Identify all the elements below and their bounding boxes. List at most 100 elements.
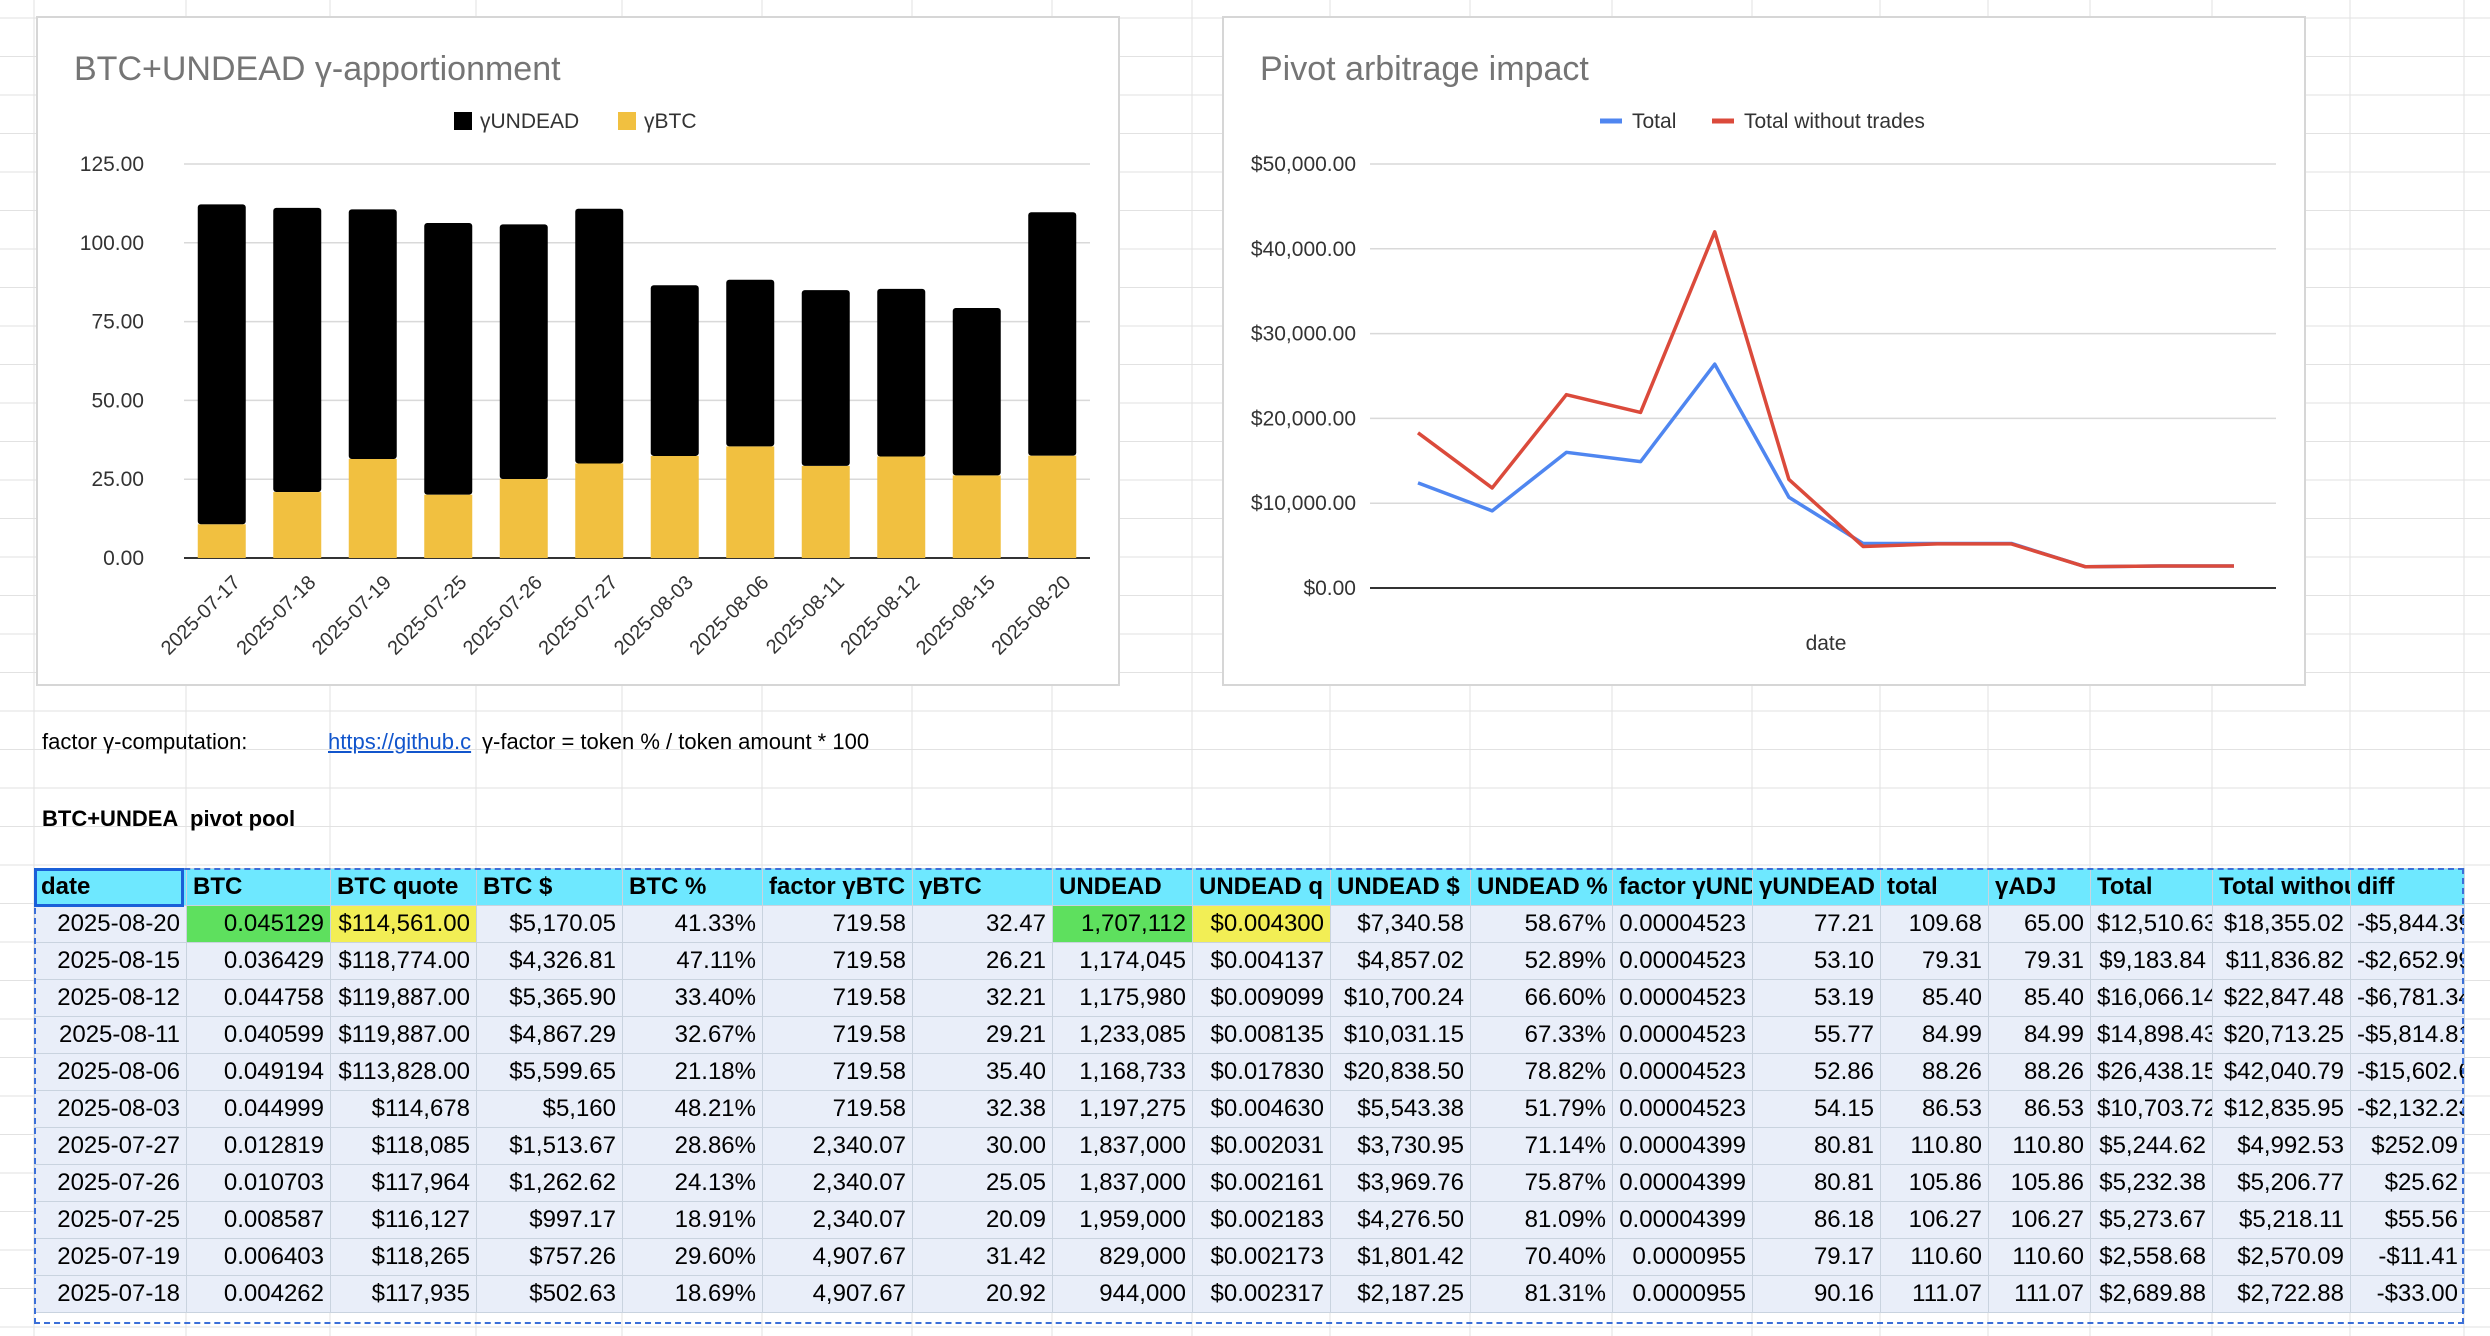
table-cell[interactable]: 90.16 — [1752, 1275, 1881, 1313]
table-cell[interactable]: 79.31 — [1880, 942, 1989, 980]
bar-undead[interactable] — [877, 288, 926, 457]
table-cell[interactable]: $26,438.15 — [2090, 1053, 2213, 1091]
table-cell[interactable]: 109.68 — [1880, 905, 1989, 943]
table-cell[interactable]: 79.17 — [1752, 1238, 1881, 1276]
column-header[interactable]: factor γUND — [1612, 868, 1753, 906]
table-cell[interactable]: 0.010703 — [186, 1164, 331, 1202]
table-cell[interactable]: -$5,844.39 — [2350, 905, 2465, 943]
table-cell[interactable]: 719.58 — [762, 942, 913, 980]
table-cell[interactable]: 1,197,275 — [1052, 1090, 1193, 1128]
table-cell[interactable]: 0.00004523 — [1612, 1053, 1753, 1091]
column-header[interactable]: γBTC — [912, 868, 1053, 906]
bar-btc[interactable] — [273, 492, 322, 558]
table-cell[interactable]: $117,935 — [330, 1275, 477, 1313]
table-cell[interactable]: $42,040.79 — [2212, 1053, 2351, 1091]
table-cell[interactable]: $4,326.81 — [476, 942, 623, 980]
bar-btc[interactable] — [650, 455, 699, 558]
table-cell[interactable]: 0.00004523 — [1612, 1090, 1753, 1128]
table-cell[interactable]: 33.40% — [622, 979, 763, 1017]
table-cell[interactable]: 1,168,733 — [1052, 1053, 1193, 1091]
table-cell[interactable]: 2025-07-25 — [34, 1201, 187, 1239]
table-cell[interactable]: -$11.41 — [2350, 1238, 2465, 1276]
table-cell[interactable]: $5,244.62 — [2090, 1127, 2213, 1165]
bar-btc[interactable] — [424, 494, 473, 558]
table-cell[interactable]: 0.00004523 — [1612, 1016, 1753, 1054]
bar-btc[interactable] — [726, 446, 775, 558]
table-cell[interactable]: 85.40 — [1988, 979, 2091, 1017]
table-cell[interactable]: 106.27 — [1880, 1201, 1989, 1239]
table-cell[interactable]: 29.60% — [622, 1238, 763, 1276]
table-cell[interactable]: 0.044758 — [186, 979, 331, 1017]
table-cell[interactable]: $4,276.50 — [1330, 1201, 1471, 1239]
table-cell[interactable]: 58.67% — [1470, 905, 1613, 943]
table-cell[interactable]: 2025-07-18 — [34, 1275, 187, 1313]
table-cell[interactable]: 54.15 — [1752, 1090, 1881, 1128]
table-cell[interactable]: 110.80 — [1988, 1127, 2091, 1165]
table-cell[interactable]: 111.07 — [1880, 1275, 1989, 1313]
table-cell[interactable]: $5,170.05 — [476, 905, 623, 943]
table-cell[interactable]: 106.27 — [1988, 1201, 2091, 1239]
table-cell[interactable]: $1,513.67 — [476, 1127, 623, 1165]
table-cell[interactable]: $0.002183 — [1192, 1201, 1331, 1239]
bar-btc[interactable] — [801, 465, 850, 558]
column-header[interactable]: BTC — [186, 868, 331, 906]
table-cell[interactable]: $0.002161 — [1192, 1164, 1331, 1202]
table-cell[interactable]: 2025-08-06 — [34, 1053, 187, 1091]
table-cell[interactable]: 21.18% — [622, 1053, 763, 1091]
table-cell[interactable]: 85.40 — [1880, 979, 1989, 1017]
table-cell[interactable]: 28.86% — [622, 1127, 763, 1165]
table-cell[interactable]: 32.38 — [912, 1090, 1053, 1128]
table-cell[interactable]: 86.53 — [1880, 1090, 1989, 1128]
table-cell[interactable]: 110.60 — [1880, 1238, 1989, 1276]
table-cell[interactable]: 2025-08-12 — [34, 979, 187, 1017]
table-cell[interactable]: $10,031.15 — [1330, 1016, 1471, 1054]
table-cell[interactable]: 1,174,045 — [1052, 942, 1193, 980]
table-cell[interactable]: 0.0000955 — [1612, 1238, 1753, 1276]
table-cell[interactable]: 0.004262 — [186, 1275, 331, 1313]
table-cell[interactable]: $113,828.00 — [330, 1053, 477, 1091]
column-header[interactable]: UNDEAD — [1052, 868, 1193, 906]
table-cell[interactable]: -$15,602.6 — [2350, 1053, 2465, 1091]
column-header[interactable]: UNDEAD % — [1470, 868, 1613, 906]
table-cell[interactable]: -$2,652.99 — [2350, 942, 2465, 980]
table-cell[interactable]: $118,085 — [330, 1127, 477, 1165]
table-cell[interactable]: $5,365.90 — [476, 979, 623, 1017]
column-header[interactable]: BTC $ — [476, 868, 623, 906]
arbitrage-chart[interactable]: Pivot arbitrage impact Total Total witho… — [1222, 16, 2306, 686]
table-cell[interactable]: 24.13% — [622, 1164, 763, 1202]
table-cell[interactable]: $18,355.02 — [2212, 905, 2351, 943]
table-cell[interactable]: 78.82% — [1470, 1053, 1613, 1091]
table-cell[interactable]: 2,340.07 — [762, 1201, 913, 1239]
table-cell[interactable]: 110.80 — [1880, 1127, 1989, 1165]
table-cell[interactable]: 86.18 — [1752, 1201, 1881, 1239]
table-cell[interactable]: 48.21% — [622, 1090, 763, 1128]
table-cell[interactable]: 944,000 — [1052, 1275, 1193, 1313]
table-cell[interactable]: 75.87% — [1470, 1164, 1613, 1202]
table-cell[interactable]: 2025-08-20 — [34, 905, 187, 943]
table-cell[interactable]: 53.19 — [1752, 979, 1881, 1017]
table-cell[interactable]: 81.09% — [1470, 1201, 1613, 1239]
bar-undead[interactable] — [348, 209, 397, 459]
table-cell[interactable]: 26.21 — [912, 942, 1053, 980]
table-cell[interactable]: $22,847.48 — [2212, 979, 2351, 1017]
table-cell[interactable]: 71.14% — [1470, 1127, 1613, 1165]
table-cell[interactable]: $25.62 — [2350, 1164, 2465, 1202]
table-cell[interactable]: 719.58 — [762, 1053, 913, 1091]
column-header[interactable]: UNDEAD $ — [1330, 868, 1471, 906]
bar-undead[interactable] — [575, 208, 624, 464]
table-cell[interactable]: 86.53 — [1988, 1090, 2091, 1128]
column-header[interactable]: UNDEAD q — [1192, 868, 1331, 906]
column-header[interactable]: γADJ — [1988, 868, 2091, 906]
table-cell[interactable]: $114,561.00 — [330, 905, 477, 943]
table-cell[interactable]: 0.00004523 — [1612, 905, 1753, 943]
table-cell[interactable]: 0.040599 — [186, 1016, 331, 1054]
table-cell[interactable]: $114,678 — [330, 1090, 477, 1128]
table-cell[interactable]: 1,837,000 — [1052, 1164, 1193, 1202]
table-cell[interactable]: 80.81 — [1752, 1164, 1881, 1202]
table-cell[interactable]: 66.60% — [1470, 979, 1613, 1017]
table-cell[interactable]: 52.86 — [1752, 1053, 1881, 1091]
table-cell[interactable]: $0.004137 — [1192, 942, 1331, 980]
table-cell[interactable]: 0.036429 — [186, 942, 331, 980]
table-cell[interactable]: 25.05 — [912, 1164, 1053, 1202]
table-cell[interactable]: 1,837,000 — [1052, 1127, 1193, 1165]
